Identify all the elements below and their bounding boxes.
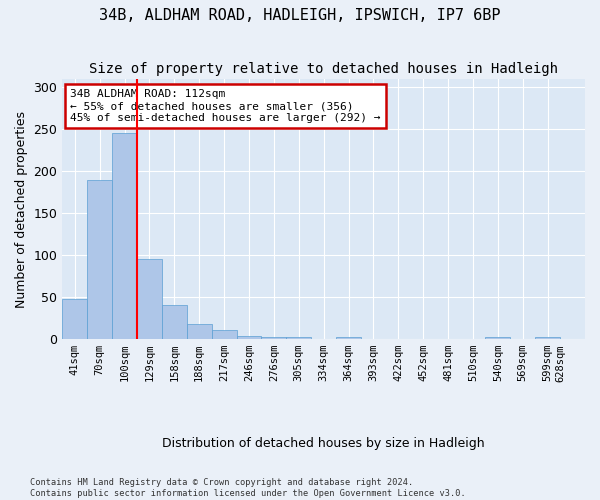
Bar bbox=[236, 336, 262, 339]
Y-axis label: Number of detached properties: Number of detached properties bbox=[15, 110, 28, 308]
Text: 34B, ALDHAM ROAD, HADLEIGH, IPSWICH, IP7 6BP: 34B, ALDHAM ROAD, HADLEIGH, IPSWICH, IP7… bbox=[99, 8, 501, 22]
Bar bbox=[187, 324, 212, 339]
X-axis label: Distribution of detached houses by size in Hadleigh: Distribution of detached houses by size … bbox=[163, 437, 485, 450]
Bar bbox=[162, 304, 187, 339]
Bar bbox=[535, 338, 560, 339]
Bar bbox=[212, 330, 236, 339]
Bar bbox=[62, 299, 87, 339]
Text: 628sqm: 628sqm bbox=[555, 344, 565, 382]
Bar bbox=[87, 180, 112, 339]
Bar bbox=[137, 260, 162, 339]
Bar bbox=[286, 336, 311, 339]
Bar bbox=[485, 338, 511, 339]
Text: Contains HM Land Registry data © Crown copyright and database right 2024.
Contai: Contains HM Land Registry data © Crown c… bbox=[30, 478, 466, 498]
Bar bbox=[112, 132, 137, 339]
Text: 34B ALDHAM ROAD: 112sqm
← 55% of detached houses are smaller (356)
45% of semi-d: 34B ALDHAM ROAD: 112sqm ← 55% of detache… bbox=[70, 90, 380, 122]
Title: Size of property relative to detached houses in Hadleigh: Size of property relative to detached ho… bbox=[89, 62, 558, 76]
Bar bbox=[262, 336, 286, 339]
Bar bbox=[336, 338, 361, 339]
